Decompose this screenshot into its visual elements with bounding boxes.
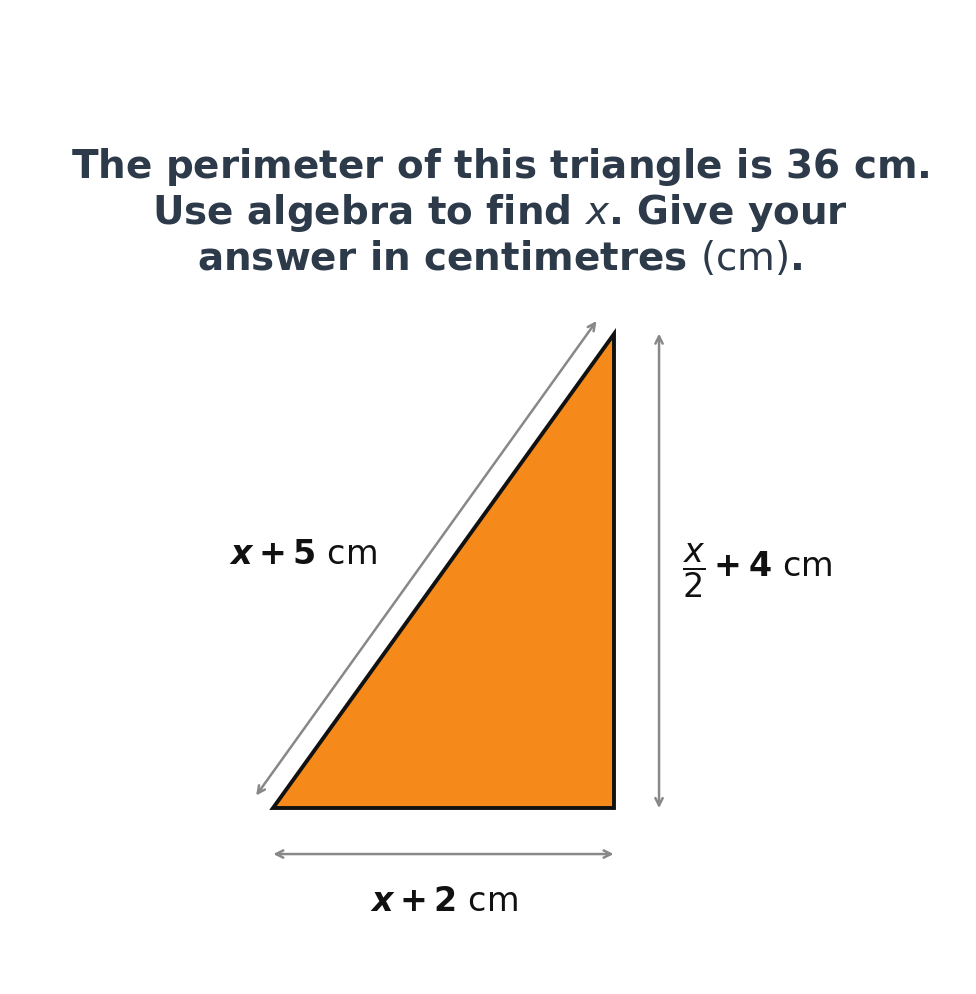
FancyArrowPatch shape — [656, 336, 663, 805]
Polygon shape — [273, 334, 614, 808]
Text: $\boldsymbol{x+2}$ cm: $\boldsymbol{x+2}$ cm — [370, 885, 517, 917]
Text: Use algebra to find $\mathit{x}$. Give your: Use algebra to find $\mathit{x}$. Give y… — [152, 192, 848, 234]
FancyArrowPatch shape — [276, 851, 611, 858]
Text: $\boldsymbol{\dfrac{x}{2}+4}$ cm: $\boldsymbol{\dfrac{x}{2}+4}$ cm — [681, 542, 832, 600]
Text: answer in centimetres $\mathrm{(cm)}$.: answer in centimetres $\mathrm{(cm)}$. — [197, 240, 803, 278]
FancyArrowPatch shape — [258, 323, 595, 793]
Text: The perimeter of this triangle is $\mathbf{36}$ cm.: The perimeter of this triangle is $\math… — [71, 146, 929, 188]
Text: $\boldsymbol{x+5}$ cm: $\boldsymbol{x+5}$ cm — [229, 538, 377, 571]
